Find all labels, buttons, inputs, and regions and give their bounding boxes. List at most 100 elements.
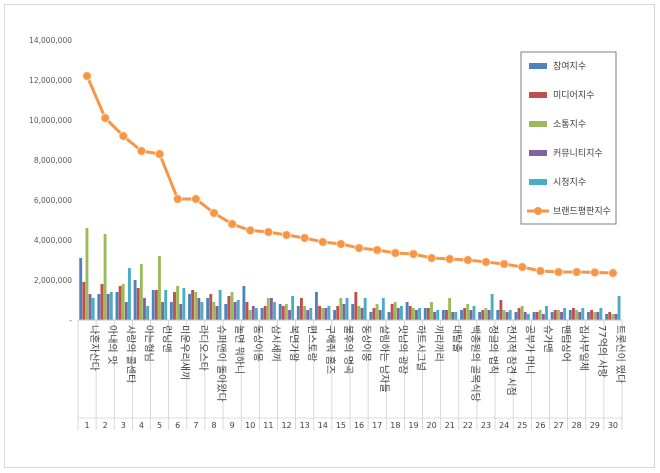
bar-시청지수 <box>273 302 276 320</box>
bar-참여지수 <box>387 312 391 320</box>
line-point <box>209 208 219 218</box>
x-category-label: 삼시세끼 <box>269 325 281 362</box>
bar-시청지수 <box>109 292 113 320</box>
bar-시청지수 <box>254 308 258 320</box>
bar-커뮤니티지수 <box>469 310 473 320</box>
legend-label: 소통지수 <box>553 119 586 130</box>
line-point <box>354 243 364 253</box>
legend-swatch <box>529 92 547 98</box>
x-index-label: 9 <box>230 421 235 430</box>
bar-소통지수 <box>502 310 506 320</box>
bar-시청지수 <box>291 296 295 320</box>
bar-미디어지수 <box>136 288 140 320</box>
bar-미디어지수 <box>263 306 267 320</box>
bar-소통지수 <box>556 310 560 320</box>
bar-시청지수 <box>327 306 331 320</box>
bar-커뮤니티지수 <box>487 310 491 320</box>
bar-참여지수 <box>550 312 554 320</box>
legend-swatch <box>529 150 547 156</box>
line-point <box>481 257 491 267</box>
bar-소통지수 <box>212 302 216 320</box>
x-index-label: 12 <box>281 421 291 430</box>
line-point <box>336 239 346 249</box>
bar-소통지수 <box>248 310 252 320</box>
line-point <box>118 131 129 141</box>
x-index-label: 21 <box>445 421 455 430</box>
x-index-label: 25 <box>517 421 527 430</box>
x-category-label: 팬텀싱어 <box>560 325 572 362</box>
bar-시청지수 <box>436 310 440 320</box>
x-category-label: 대탈출 <box>451 325 464 353</box>
x-category-label: 런닝맨 <box>161 325 173 353</box>
x-index-label: 18 <box>390 421 400 430</box>
bar-시청지수 <box>128 268 131 320</box>
x-index-label: 23 <box>481 421 491 430</box>
line-point <box>372 245 382 255</box>
bar-커뮤니티지수 <box>541 314 545 320</box>
x-index-label: 8 <box>211 421 216 430</box>
bar-미디어지수 <box>571 308 575 320</box>
line-point <box>173 194 183 204</box>
bar-미디어지수 <box>445 310 448 320</box>
bar-시청지수 <box>526 314 530 320</box>
bar-참여지수 <box>351 304 355 320</box>
line-point <box>499 259 509 269</box>
bar-미디어지수 <box>191 290 195 320</box>
x-category-label: 불후의 명곡 <box>342 325 354 374</box>
bar-시청지수 <box>200 302 204 320</box>
bar-미디어지수 <box>390 304 394 320</box>
bar-미디어지수 <box>553 310 557 320</box>
bar-소통지수 <box>575 310 578 320</box>
bar-소통지수 <box>393 302 397 320</box>
x-category-label: 정글의 법칙 <box>487 325 499 374</box>
bar-참여지수 <box>278 304 282 320</box>
bar-시청지수 <box>472 306 476 320</box>
bar-참여지수 <box>296 306 300 320</box>
bar-참여지수 <box>568 310 572 320</box>
x-index-label: 17 <box>372 421 382 430</box>
bar-소통지수 <box>593 312 597 320</box>
bar-미디어지수 <box>245 302 249 320</box>
line-point <box>281 230 292 240</box>
bar-소통지수 <box>520 306 524 320</box>
y-tick-label: 14,000,000 <box>29 36 72 45</box>
x-category-label: 트롯신이 떴다 <box>614 325 626 383</box>
x-category-label: 아내의 맛 <box>106 325 118 365</box>
line-point <box>571 267 582 277</box>
y-tick-label: 4,000,000 <box>34 236 72 245</box>
bar-시청지수 <box>345 298 349 320</box>
x-category-label: 동상이몽 <box>360 325 372 362</box>
y-tick-label: - <box>69 316 72 325</box>
bar-소통지수 <box>303 306 306 320</box>
bar-참여지수 <box>224 304 228 320</box>
bar-참여지수 <box>532 312 536 320</box>
x-index-label: 2 <box>103 421 108 430</box>
bar-시청지수 <box>599 308 603 320</box>
x-category-label: 놀면 뭐하니 <box>233 325 246 374</box>
legend-swatch <box>529 121 547 127</box>
bar-소통지수 <box>448 298 452 320</box>
bar-시청지수 <box>454 312 458 320</box>
bar-커뮤니티지수 <box>88 294 92 320</box>
bar-미디어지수 <box>590 310 593 320</box>
bar-소통지수 <box>230 292 234 320</box>
bar-참여지수 <box>423 308 427 320</box>
legend-label: 브랜드평판지수 <box>553 206 611 217</box>
bar-커뮤니티지수 <box>251 306 255 320</box>
bar-미디어지수 <box>118 286 122 320</box>
bar-시청지수 <box>617 296 621 320</box>
bar-미디어지수 <box>281 306 285 320</box>
bar-시청지수 <box>508 310 512 320</box>
bar-미디어지수 <box>499 300 503 320</box>
legend-label: 커뮤니티지수 <box>553 148 603 159</box>
bar-미디어지수 <box>608 312 612 320</box>
y-tick-label: 8,000,000 <box>34 156 72 165</box>
bar-커뮤니티지수 <box>578 312 582 320</box>
bar-미디어지수 <box>517 308 521 320</box>
line-point <box>100 113 110 123</box>
bar-커뮤니티지수 <box>288 310 291 320</box>
bar-커뮤니티지수 <box>360 308 364 320</box>
y-tick-label: 2,000,000 <box>34 276 72 285</box>
